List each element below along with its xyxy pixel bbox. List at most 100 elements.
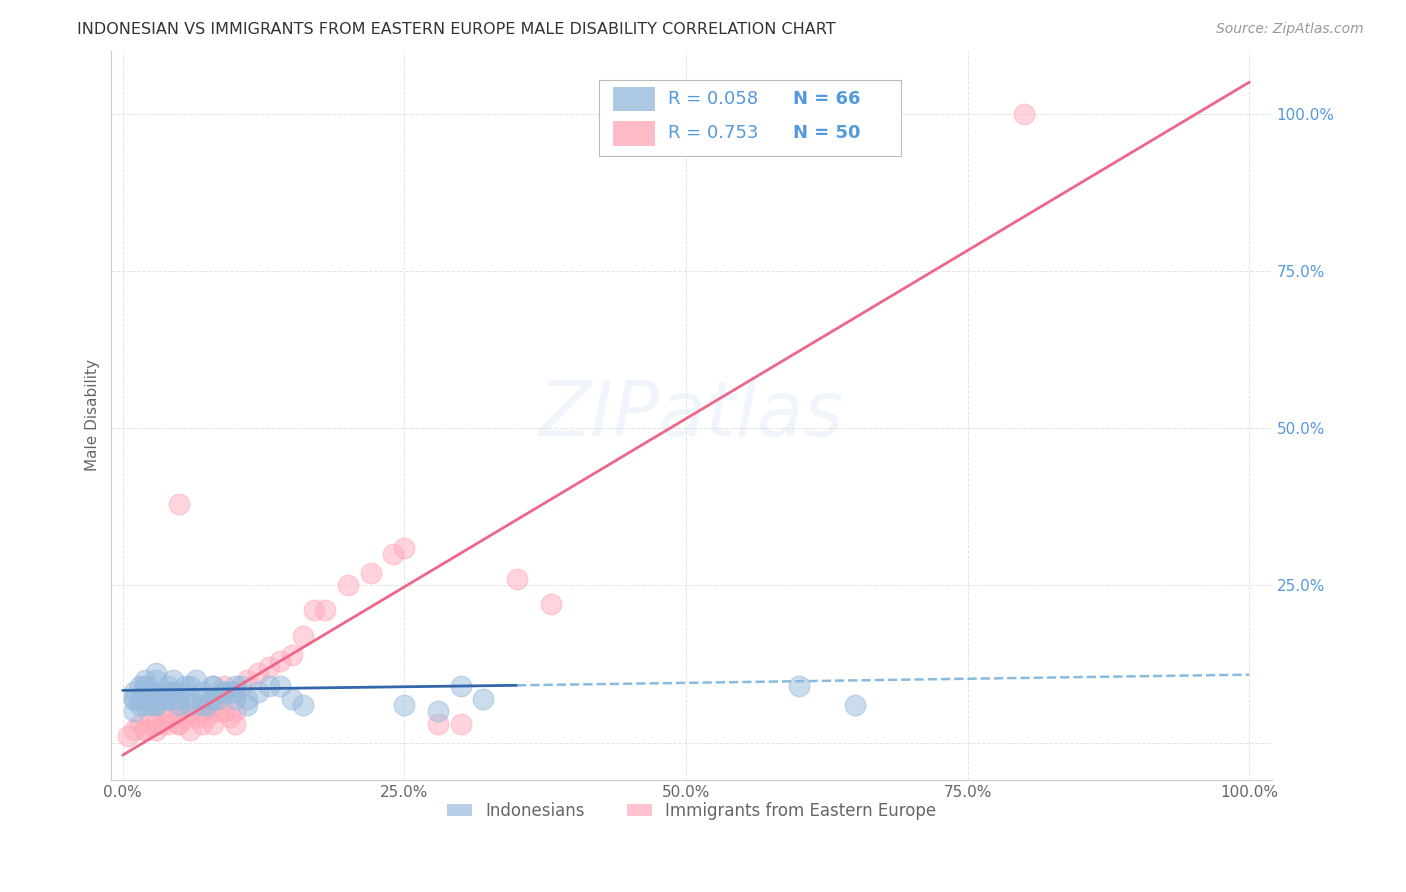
Point: [201, 698, 224, 712]
Point: [540, 597, 562, 611]
Text: N = 50: N = 50: [793, 124, 860, 142]
Point: [173, 710, 195, 724]
Point: [128, 691, 150, 706]
Point: [224, 685, 246, 699]
Point: [246, 666, 269, 681]
Point: [184, 710, 207, 724]
Point: [162, 710, 184, 724]
Point: [128, 716, 150, 731]
Point: [190, 685, 212, 699]
Point: [218, 710, 240, 724]
Point: [212, 685, 235, 699]
FancyBboxPatch shape: [613, 121, 655, 145]
Point: [235, 691, 257, 706]
Point: [134, 679, 156, 693]
Point: [145, 673, 167, 687]
Point: [167, 685, 190, 699]
Point: [302, 603, 325, 617]
Point: [156, 691, 179, 706]
Point: [179, 691, 201, 706]
Point: [190, 698, 212, 712]
Point: [207, 691, 229, 706]
Point: [844, 698, 866, 712]
Point: [128, 679, 150, 693]
Point: [134, 698, 156, 712]
Point: [394, 698, 416, 712]
Point: [212, 685, 235, 699]
Point: [224, 716, 246, 731]
Point: [179, 723, 201, 737]
Point: [139, 685, 162, 699]
Point: [167, 691, 190, 706]
Point: [1012, 106, 1035, 120]
Point: [269, 654, 291, 668]
Point: [145, 716, 167, 731]
Point: [235, 698, 257, 712]
Point: [173, 679, 195, 693]
Point: [472, 691, 495, 706]
Point: [450, 679, 472, 693]
Text: INDONESIAN VS IMMIGRANTS FROM EASTERN EUROPE MALE DISABILITY CORRELATION CHART: INDONESIAN VS IMMIGRANTS FROM EASTERN EU…: [77, 22, 837, 37]
Point: [224, 704, 246, 718]
Point: [506, 572, 529, 586]
Point: [787, 679, 810, 693]
Point: [156, 710, 179, 724]
Y-axis label: Male Disability: Male Disability: [86, 359, 100, 472]
Point: [190, 691, 212, 706]
Point: [291, 698, 314, 712]
Point: [201, 691, 224, 706]
Point: [139, 710, 162, 724]
Point: [145, 666, 167, 681]
Point: [195, 698, 218, 712]
Point: [280, 691, 302, 706]
Point: [218, 685, 240, 699]
Point: [291, 629, 314, 643]
Point: [201, 679, 224, 693]
Point: [179, 704, 201, 718]
Point: [167, 716, 190, 731]
Point: [167, 698, 190, 712]
Point: [427, 716, 450, 731]
Point: [122, 704, 145, 718]
Point: [201, 691, 224, 706]
Point: [156, 716, 179, 731]
Point: [179, 698, 201, 712]
Point: [179, 679, 201, 693]
Point: [128, 698, 150, 712]
Point: [229, 679, 252, 693]
FancyBboxPatch shape: [613, 87, 655, 112]
Point: [269, 679, 291, 693]
Point: [122, 723, 145, 737]
Point: [167, 704, 190, 718]
Legend: Indonesians, Immigrants from Eastern Europe: Indonesians, Immigrants from Eastern Eur…: [440, 796, 943, 827]
Text: ZIPatlas: ZIPatlas: [538, 378, 845, 452]
Point: [201, 716, 224, 731]
Text: N = 66: N = 66: [793, 90, 860, 108]
Point: [427, 704, 450, 718]
Point: [134, 673, 156, 687]
Point: [195, 710, 218, 724]
Point: [156, 685, 179, 699]
Point: [314, 603, 336, 617]
Point: [134, 723, 156, 737]
Point: [150, 716, 173, 731]
Point: [156, 691, 179, 706]
Point: [280, 648, 302, 662]
Point: [382, 547, 405, 561]
Point: [145, 691, 167, 706]
Point: [246, 685, 269, 699]
Text: R = 0.058: R = 0.058: [668, 90, 759, 108]
Point: [167, 716, 190, 731]
Point: [139, 698, 162, 712]
Text: Source: ZipAtlas.com: Source: ZipAtlas.com: [1216, 22, 1364, 37]
FancyBboxPatch shape: [599, 80, 900, 156]
Point: [122, 691, 145, 706]
Point: [212, 704, 235, 718]
Point: [134, 723, 156, 737]
Point: [207, 704, 229, 718]
Point: [201, 679, 224, 693]
Point: [190, 704, 212, 718]
Point: [212, 679, 235, 693]
Point: [337, 578, 360, 592]
Point: [257, 660, 280, 674]
